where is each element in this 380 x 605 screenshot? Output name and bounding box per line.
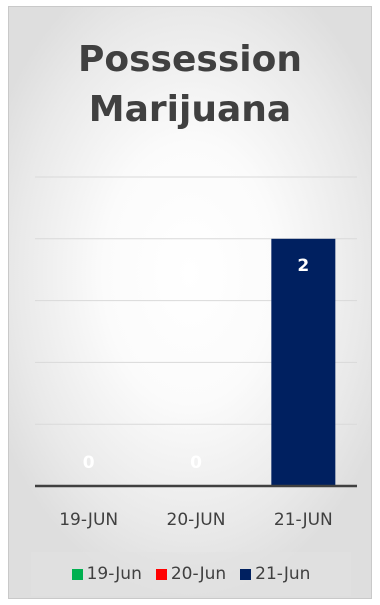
bar-21-jun [271, 238, 336, 486]
x-tick-label-20-jun: 20-JUN [167, 510, 226, 530]
chart-title: Possession Marijuana [9, 35, 371, 135]
x-tick-label-21-jun: 21-JUN [274, 510, 333, 530]
bar-chart-plot: 0 19-JUN 0 20-JUN 2 21-JUN [35, 176, 357, 530]
x-tick-label-19-jun: 19-JUN [59, 510, 118, 530]
legend-swatch-21-jun [240, 568, 252, 580]
chart-legend: 19-Jun 20-Jun 21-Jun [31, 552, 351, 596]
legend-label-20-jun: 20-Jun [170, 564, 227, 584]
legend-label-19-jun: 19-Jun [86, 564, 142, 584]
legend-swatch-19-jun [71, 568, 83, 580]
legend-label-21-jun: 21-Jun [255, 564, 311, 584]
legend-item-19-jun: 19-Jun [71, 564, 142, 584]
legend-item-21-jun: 21-Jun [240, 564, 310, 584]
data-label-20-jun: 0 [190, 453, 202, 473]
chart-title-line-1: Possession [78, 39, 302, 80]
data-label-21-jun: 2 [297, 256, 309, 276]
legend-swatch-20-jun [155, 568, 167, 580]
chart-title-line-2: Marijuana [88, 89, 292, 130]
legend-item-20-jun: 20-Jun [155, 564, 227, 584]
data-label-19-jun: 0 [83, 453, 95, 473]
chart-card: Possession Marijuana 0 19-JUN 0 20-JUN 2 21-J… [8, 6, 372, 599]
